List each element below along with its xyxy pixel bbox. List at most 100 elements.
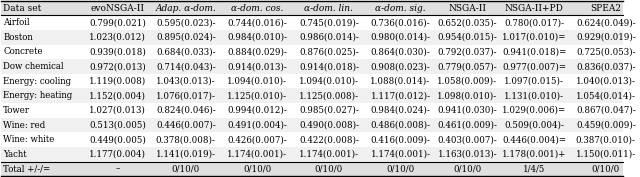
- Text: 0.867(0.047)-: 0.867(0.047)-: [576, 106, 636, 115]
- Text: evoNSGA-II: evoNSGA-II: [90, 4, 145, 13]
- Text: 0.941(0.018)=: 0.941(0.018)=: [502, 47, 566, 56]
- Text: 0/10/0: 0/10/0: [591, 164, 620, 173]
- Text: 0.486(0.008)-: 0.486(0.008)-: [371, 121, 431, 130]
- Bar: [1, 74, 623, 88]
- Text: 0.954(0.015)-: 0.954(0.015)-: [438, 33, 497, 42]
- Text: 0.461(0.009)-: 0.461(0.009)-: [437, 121, 497, 130]
- Text: 0.387(0.010)-: 0.387(0.010)-: [576, 135, 636, 144]
- Text: 0.595(0.023)-: 0.595(0.023)-: [156, 18, 216, 27]
- Bar: [1, 147, 623, 162]
- Text: 0.624(0.049)-: 0.624(0.049)-: [576, 18, 636, 27]
- Text: 0.446(0.007)-: 0.446(0.007)-: [156, 121, 216, 130]
- Text: 0.459(0.009)-: 0.459(0.009)-: [576, 121, 636, 130]
- Text: 1.058(0.009)-: 1.058(0.009)-: [437, 77, 497, 86]
- Text: 0.984(0.024)-: 0.984(0.024)-: [371, 106, 430, 115]
- Text: 0.714(0.043)-: 0.714(0.043)-: [156, 62, 216, 71]
- Bar: [1, 88, 623, 103]
- Text: NSGA-II: NSGA-II: [449, 4, 486, 13]
- Text: 0.744(0.016)-: 0.744(0.016)-: [227, 18, 287, 27]
- Text: Tower: Tower: [3, 106, 30, 115]
- Text: 1.027(0.013): 1.027(0.013): [89, 106, 146, 115]
- Text: Wine: white: Wine: white: [3, 135, 54, 144]
- Text: 0.972(0.013): 0.972(0.013): [89, 62, 146, 71]
- Text: 0.929(0.019)-: 0.929(0.019)-: [576, 33, 636, 42]
- Text: 0.836(0.037)-: 0.836(0.037)-: [576, 62, 636, 71]
- Text: 1.152(0.004): 1.152(0.004): [89, 91, 146, 100]
- Text: 1.174(0.001)-: 1.174(0.001)-: [299, 150, 359, 159]
- Text: 1.088(0.014)-: 1.088(0.014)-: [371, 77, 431, 86]
- Text: 1.125(0.010)-: 1.125(0.010)-: [227, 91, 287, 100]
- Text: 0.725(0.053)-: 0.725(0.053)-: [576, 47, 636, 56]
- Text: Data set: Data set: [3, 4, 42, 13]
- Bar: [1, 30, 623, 45]
- Bar: [1, 45, 623, 59]
- Text: Adap. α-dom.: Adap. α-dom.: [156, 4, 216, 13]
- Bar: [1, 15, 623, 30]
- Text: 1.150(0.011)-: 1.150(0.011)-: [576, 150, 636, 159]
- Text: SPEA2: SPEA2: [590, 4, 621, 13]
- Text: 0/10/0: 0/10/0: [315, 164, 343, 173]
- Text: 0.914(0.013)-: 0.914(0.013)-: [227, 62, 287, 71]
- Text: Dow chemical: Dow chemical: [3, 62, 64, 71]
- Text: 1.117(0.012)-: 1.117(0.012)-: [371, 91, 431, 100]
- Text: Total +/-/=: Total +/-/=: [3, 164, 51, 173]
- Bar: [1, 103, 623, 118]
- Text: 0.736(0.016)-: 0.736(0.016)-: [371, 18, 430, 27]
- Text: 1.097(0.015)-: 1.097(0.015)-: [504, 77, 564, 86]
- Text: 0/10/0: 0/10/0: [172, 164, 200, 173]
- Text: 0.745(0.019)-: 0.745(0.019)-: [299, 18, 359, 27]
- Text: 1.094(0.010)-: 1.094(0.010)-: [299, 77, 359, 86]
- Text: 0.977(0.007)=: 0.977(0.007)=: [502, 62, 566, 71]
- Bar: [1, 118, 623, 132]
- Text: 1.043(0.013)-: 1.043(0.013)-: [156, 77, 216, 86]
- Text: 1.178(0.001)+: 1.178(0.001)+: [502, 150, 566, 159]
- Text: 0.914(0.018)-: 0.914(0.018)-: [299, 62, 359, 71]
- Text: Boston: Boston: [3, 33, 33, 42]
- Text: 0.884(0.029)-: 0.884(0.029)-: [227, 47, 287, 56]
- Text: 1.023(0.012): 1.023(0.012): [89, 33, 146, 42]
- Text: 0.985(0.027)-: 0.985(0.027)-: [299, 106, 359, 115]
- Text: α-dom. sig.: α-dom. sig.: [375, 4, 426, 13]
- Text: 0.403(0.007)-: 0.403(0.007)-: [438, 135, 497, 144]
- Text: 0.986(0.014)-: 0.986(0.014)-: [299, 33, 359, 42]
- Text: 0.779(0.057)-: 0.779(0.057)-: [438, 62, 497, 71]
- Text: 1.094(0.010)-: 1.094(0.010)-: [227, 77, 287, 86]
- Bar: [1, 1, 623, 15]
- Text: 0/10/0: 0/10/0: [243, 164, 271, 173]
- Text: 0.652(0.035)-: 0.652(0.035)-: [438, 18, 497, 27]
- Text: 1.141(0.019)-: 1.141(0.019)-: [156, 150, 216, 159]
- Text: 1.098(0.010)-: 1.098(0.010)-: [437, 91, 497, 100]
- Text: α-dom. cos.: α-dom. cos.: [231, 4, 284, 13]
- Text: 0.509(0.004)-: 0.509(0.004)-: [504, 121, 564, 130]
- Text: 1.131(0.010)-: 1.131(0.010)-: [504, 91, 564, 100]
- Text: Energy: cooling: Energy: cooling: [3, 77, 71, 86]
- Text: 0.491(0.004)-: 0.491(0.004)-: [227, 121, 287, 130]
- Text: 0.876(0.025)-: 0.876(0.025)-: [299, 47, 359, 56]
- Text: 0.824(0.046)-: 0.824(0.046)-: [156, 106, 216, 115]
- Text: 1.177(0.004): 1.177(0.004): [89, 150, 146, 159]
- Text: 0.792(0.037)-: 0.792(0.037)-: [438, 47, 497, 56]
- Bar: [1, 162, 623, 176]
- Text: Concrete: Concrete: [3, 47, 43, 56]
- Text: 0.895(0.024)-: 0.895(0.024)-: [156, 33, 216, 42]
- Text: 1/4/5: 1/4/5: [523, 164, 545, 173]
- Text: 0.864(0.030)-: 0.864(0.030)-: [371, 47, 430, 56]
- Text: Airfoil: Airfoil: [3, 18, 30, 27]
- Text: 0.446(0.004)=: 0.446(0.004)=: [502, 135, 566, 144]
- Text: 0.513(0.005): 0.513(0.005): [89, 121, 146, 130]
- Text: 1.119(0.008): 1.119(0.008): [89, 77, 146, 86]
- Text: 0.941(0.030)-: 0.941(0.030)-: [438, 106, 497, 115]
- Bar: [1, 59, 623, 74]
- Text: 0/10/0: 0/10/0: [453, 164, 481, 173]
- Text: 1.054(0.014)-: 1.054(0.014)-: [576, 91, 636, 100]
- Text: 0.422(0.008)-: 0.422(0.008)-: [299, 135, 359, 144]
- Text: NSGA-II+PD: NSGA-II+PD: [505, 4, 564, 13]
- Text: Wine: red: Wine: red: [3, 121, 45, 130]
- Text: Energy: heating: Energy: heating: [3, 91, 72, 100]
- Text: 0.684(0.033)-: 0.684(0.033)-: [156, 47, 216, 56]
- Text: 0.939(0.018): 0.939(0.018): [89, 47, 146, 56]
- Text: 1.174(0.001)-: 1.174(0.001)-: [371, 150, 431, 159]
- Bar: [1, 132, 623, 147]
- Text: 1.125(0.008)-: 1.125(0.008)-: [299, 91, 359, 100]
- Text: 0.378(0.008)-: 0.378(0.008)-: [156, 135, 216, 144]
